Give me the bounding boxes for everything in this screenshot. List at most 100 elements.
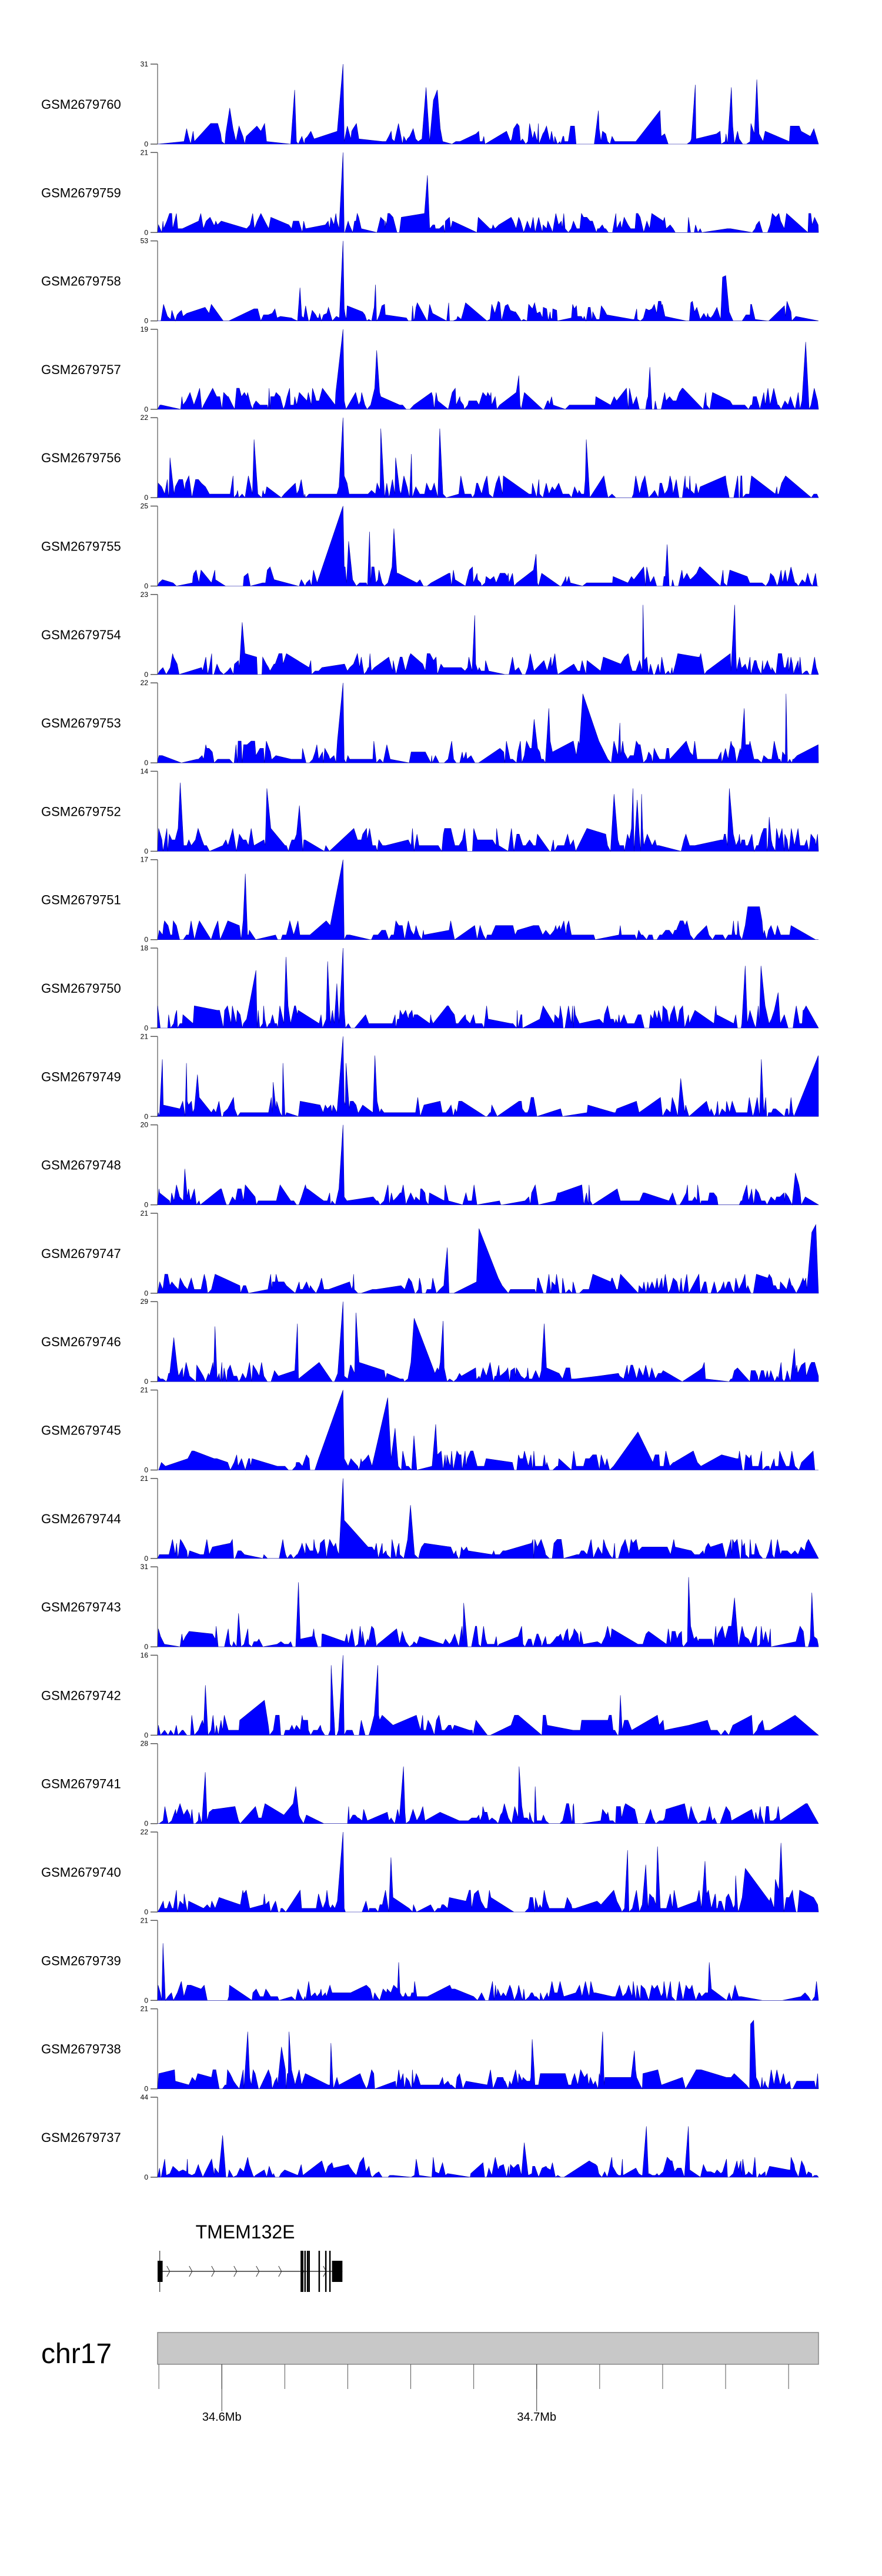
track-label: GSM2679752 xyxy=(41,804,121,819)
y-tick-label-min: 0 xyxy=(144,140,148,148)
track-signal-GSM2679737 xyxy=(157,2126,819,2178)
track-signal-GSM2679747 xyxy=(157,1224,819,1294)
track-label: GSM2679746 xyxy=(41,1334,121,1349)
y-tick-label-min: 0 xyxy=(144,493,148,502)
track-label: GSM2679753 xyxy=(41,716,121,730)
track-signal-GSM2679754 xyxy=(157,605,819,675)
y-tick-label-max: 21 xyxy=(141,1474,149,1483)
y-tick-label-min: 0 xyxy=(144,1112,148,1120)
y-tick-label-max: 21 xyxy=(141,2005,149,2013)
y-tick-label-min: 0 xyxy=(144,670,148,679)
y-tick-label-max: 22 xyxy=(141,413,149,422)
track-label: GSM2679756 xyxy=(41,451,121,465)
track-label: GSM2679743 xyxy=(41,1600,121,1614)
strand-arrow-icon xyxy=(166,2265,171,2277)
y-tick-label-max: 23 xyxy=(141,590,149,599)
track-signal-GSM2679759 xyxy=(157,152,819,233)
track-label: GSM2679754 xyxy=(41,628,121,642)
y-tick-label-max: 20 xyxy=(141,1121,149,1129)
chromosome-bar xyxy=(157,2332,819,2365)
track-label: GSM2679744 xyxy=(41,1511,121,1526)
chromosome-label: chr17 xyxy=(41,2338,112,2370)
y-tick-label-min: 0 xyxy=(144,1201,148,1209)
track-label: GSM2679751 xyxy=(41,893,121,907)
y-tick-label-min: 0 xyxy=(144,847,148,855)
track-signal-GSM2679745 xyxy=(158,1390,818,1471)
y-tick-label-max: 53 xyxy=(141,237,149,245)
x-tick-label: 34.6Mb xyxy=(202,2411,242,2424)
y-tick-label-max: 21 xyxy=(141,1386,149,1394)
strand-arrow-icon xyxy=(189,2265,193,2277)
y-tick-label-max: 21 xyxy=(141,1209,149,1217)
strand-arrow-icon xyxy=(256,2265,260,2277)
gene-exon xyxy=(332,2261,343,2282)
track-label: GSM2679760 xyxy=(41,97,121,112)
track-signal-GSM2679740 xyxy=(157,1831,819,1913)
track-label: GSM2679747 xyxy=(41,1246,121,1261)
strand-arrow-icon xyxy=(278,2265,282,2277)
gene-exon xyxy=(304,2251,306,2292)
track-label: GSM2679748 xyxy=(41,1158,121,1173)
track-signal-GSM2679752 xyxy=(157,782,819,852)
y-tick-label-min: 0 xyxy=(144,582,148,590)
track-label: GSM2679757 xyxy=(41,362,121,377)
y-tick-label-min: 0 xyxy=(144,1643,148,1651)
track-signal-GSM2679757 xyxy=(157,329,819,411)
y-tick-label-max: 19 xyxy=(141,325,149,333)
track-signal-GSM2679746 xyxy=(157,1302,819,1383)
track-signal-GSM2679751 xyxy=(157,859,818,940)
y-tick-label-min: 0 xyxy=(144,1377,148,1386)
gene-exon xyxy=(308,2251,310,2292)
y-tick-label-max: 16 xyxy=(141,1651,149,1659)
y-tick-label-max: 21 xyxy=(141,1916,149,1924)
track-signal-GSM2679755 xyxy=(157,506,818,587)
y-tick-label-min: 0 xyxy=(144,1289,148,1297)
y-tick-label-max: 44 xyxy=(141,2093,149,2101)
y-tick-label-min: 0 xyxy=(144,1024,148,1032)
y-tick-label-min: 0 xyxy=(144,405,148,413)
gene-exon xyxy=(329,2251,331,2292)
y-tick-label-min: 0 xyxy=(144,228,148,236)
track-label: GSM2679742 xyxy=(41,1688,121,1703)
track-label: GSM2679759 xyxy=(41,185,121,200)
track-signal-GSM2679748 xyxy=(157,1125,820,1206)
track-label: GSM2679740 xyxy=(41,1865,121,1880)
y-tick-label-min: 0 xyxy=(144,1554,148,1563)
y-tick-label-max: 22 xyxy=(141,679,149,687)
track-label: GSM2679737 xyxy=(41,2130,121,2145)
track-label: GSM2679738 xyxy=(41,2042,121,2057)
track-signal-GSM2679741 xyxy=(158,1766,819,1824)
y-tick-label-max: 21 xyxy=(141,148,149,156)
track-signal-GSM2679758 xyxy=(158,241,819,322)
gene-label: TMEM132E xyxy=(196,2221,295,2243)
y-tick-label-min: 0 xyxy=(144,2085,148,2093)
track-label: GSM2679741 xyxy=(41,1777,121,1791)
y-tick-label-min: 0 xyxy=(144,759,148,767)
gene-exon xyxy=(325,2251,327,2292)
y-tick-label-min: 0 xyxy=(144,1731,148,1739)
track-label: GSM2679750 xyxy=(41,981,121,996)
track-signal-GSM2679743 xyxy=(158,1577,819,1648)
y-tick-label-max: 21 xyxy=(141,1032,149,1040)
track-signal-GSM2679750 xyxy=(157,947,819,1029)
strand-arrow-icon xyxy=(211,2265,215,2277)
y-tick-label-max: 29 xyxy=(141,1297,149,1306)
y-tick-label-min: 0 xyxy=(144,1996,148,2004)
y-tick-label-max: 28 xyxy=(141,1740,149,1748)
y-tick-label-min: 0 xyxy=(144,1466,148,1474)
y-tick-label-max: 31 xyxy=(141,60,149,68)
track-signal-GSM2679756 xyxy=(157,418,819,499)
y-tick-label-max: 17 xyxy=(141,856,149,864)
y-tick-label-max: 22 xyxy=(141,1828,149,1836)
track-signal-GSM2679742 xyxy=(157,1655,819,1736)
gene-exon xyxy=(306,2251,309,2292)
track-signal-GSM2679753 xyxy=(157,683,819,764)
track-label: GSM2679745 xyxy=(41,1423,121,1438)
y-tick-label-max: 31 xyxy=(141,1563,149,1571)
y-tick-label-min: 0 xyxy=(144,1820,148,1828)
track-label: GSM2679739 xyxy=(41,1953,121,1968)
y-tick-label-max: 18 xyxy=(141,944,149,952)
gene-exon xyxy=(318,2251,320,2292)
strand-arrow-icon xyxy=(233,2265,238,2277)
